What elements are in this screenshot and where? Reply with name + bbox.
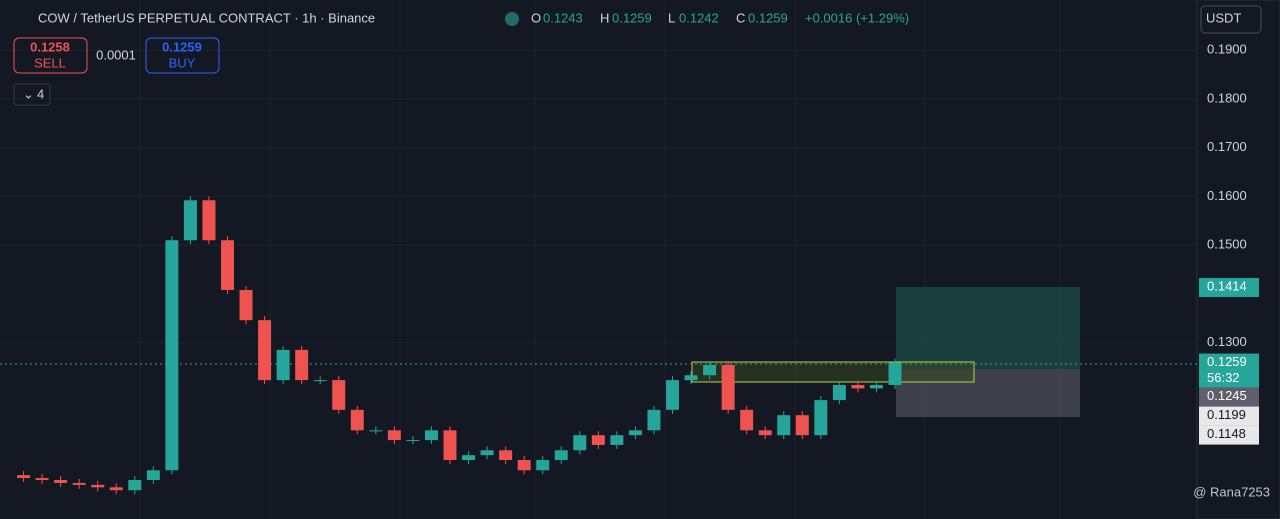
candle xyxy=(499,450,513,461)
buy-price: 0.1259 xyxy=(162,39,202,54)
candle xyxy=(350,409,364,431)
candle xyxy=(721,365,735,410)
candle xyxy=(647,409,661,431)
h-value: 0.1259 xyxy=(612,10,652,25)
candle xyxy=(183,200,197,241)
candle xyxy=(554,450,568,461)
candle xyxy=(628,430,642,436)
candle xyxy=(832,384,846,401)
countdown: 56:32 xyxy=(1207,370,1240,385)
sell-button[interactable] xyxy=(13,37,88,74)
candle xyxy=(387,430,401,441)
candle xyxy=(239,289,253,321)
currency-select[interactable] xyxy=(1200,5,1262,34)
candle xyxy=(17,475,31,479)
price-badge-label: 0.1245 xyxy=(1207,388,1247,403)
candle xyxy=(610,435,624,445)
indicator-count: 4 xyxy=(37,86,44,101)
candle xyxy=(165,240,179,471)
l-value: 0.1242 xyxy=(679,10,719,25)
candle xyxy=(462,455,476,461)
y-tick-label: 0.1500 xyxy=(1207,237,1247,252)
candle xyxy=(35,478,49,481)
y-tick-label: 0.1300 xyxy=(1207,334,1247,349)
candle xyxy=(703,365,717,376)
candle xyxy=(443,430,457,461)
price-badge xyxy=(1199,278,1259,298)
candle xyxy=(591,435,605,445)
candle xyxy=(146,470,160,481)
c-label: C xyxy=(736,10,745,25)
y-tick-label: 0.1900 xyxy=(1207,42,1247,57)
grid xyxy=(0,0,1197,519)
candle xyxy=(758,430,772,436)
candle xyxy=(276,349,290,381)
chevron: ⌄ xyxy=(23,86,34,101)
price-badge xyxy=(1199,406,1259,426)
candle xyxy=(258,320,272,381)
y-tick-label: 0.1600 xyxy=(1207,188,1247,203)
price-badge-label: 0.1199 xyxy=(1207,407,1246,422)
candle xyxy=(684,375,698,381)
price-badge xyxy=(1199,387,1259,407)
ohlc: O 0.1243 H 0.1259 L 0.1242 C 0.1259 +0.0… xyxy=(531,10,909,25)
candle xyxy=(128,480,142,491)
c-value: 0.1259 xyxy=(748,10,788,25)
candle xyxy=(91,484,105,488)
price-badge xyxy=(1199,353,1259,388)
candle xyxy=(72,482,86,485)
candle xyxy=(888,362,902,385)
watermark: @ Rana7253 xyxy=(1193,484,1270,499)
change: +0.0016 (+1.29%) xyxy=(805,10,909,25)
price-badge xyxy=(1199,425,1259,445)
spread: 0.0001 xyxy=(96,47,136,62)
price-badge-label: 0.1148 xyxy=(1207,426,1246,441)
candle xyxy=(332,380,346,410)
candle xyxy=(480,450,494,456)
range-box xyxy=(691,361,975,383)
y-tick-label: 0.1700 xyxy=(1207,139,1247,154)
candle xyxy=(424,430,438,441)
o-value: 0.1243 xyxy=(543,10,583,25)
status-dot xyxy=(505,12,519,26)
candle xyxy=(313,380,327,382)
candle xyxy=(536,460,550,471)
candle xyxy=(202,200,216,241)
candle xyxy=(795,415,809,436)
currency: USDT xyxy=(1206,10,1241,25)
candle xyxy=(517,460,531,471)
sell-price: 0.1258 xyxy=(30,39,70,54)
o-label: O xyxy=(531,10,541,25)
candle xyxy=(295,349,309,381)
candle xyxy=(406,440,420,442)
candles xyxy=(17,196,902,495)
price-badge-label: 0.1259 xyxy=(1207,354,1247,369)
l-label: L xyxy=(668,10,675,25)
candle xyxy=(851,384,865,389)
h-label: H xyxy=(600,10,609,25)
buy-label: BUY xyxy=(169,55,196,70)
sell-label: SELL xyxy=(34,55,66,70)
candle xyxy=(573,435,587,451)
candle xyxy=(221,240,234,290)
candle xyxy=(109,487,123,491)
axis-labels: 0.1900 0.1800 0.1700 0.1600 0.1500 0.1300 0.14… xyxy=(1199,42,1259,445)
candle xyxy=(369,430,383,432)
indicators-toggle[interactable] xyxy=(13,83,51,106)
buy-button[interactable] xyxy=(145,37,220,74)
candle xyxy=(814,400,828,436)
price-badge-label: 0.1414 xyxy=(1207,278,1247,293)
candle xyxy=(740,409,754,431)
y-tick-label: 0.1800 xyxy=(1207,90,1247,105)
candle xyxy=(777,415,791,436)
candle xyxy=(869,384,883,389)
profit-zone xyxy=(896,287,1080,369)
symbol: COW / TetherUS PERPETUAL CONTRACT · 1h ·… xyxy=(38,10,375,25)
candle xyxy=(666,380,679,410)
candle xyxy=(54,480,68,483)
